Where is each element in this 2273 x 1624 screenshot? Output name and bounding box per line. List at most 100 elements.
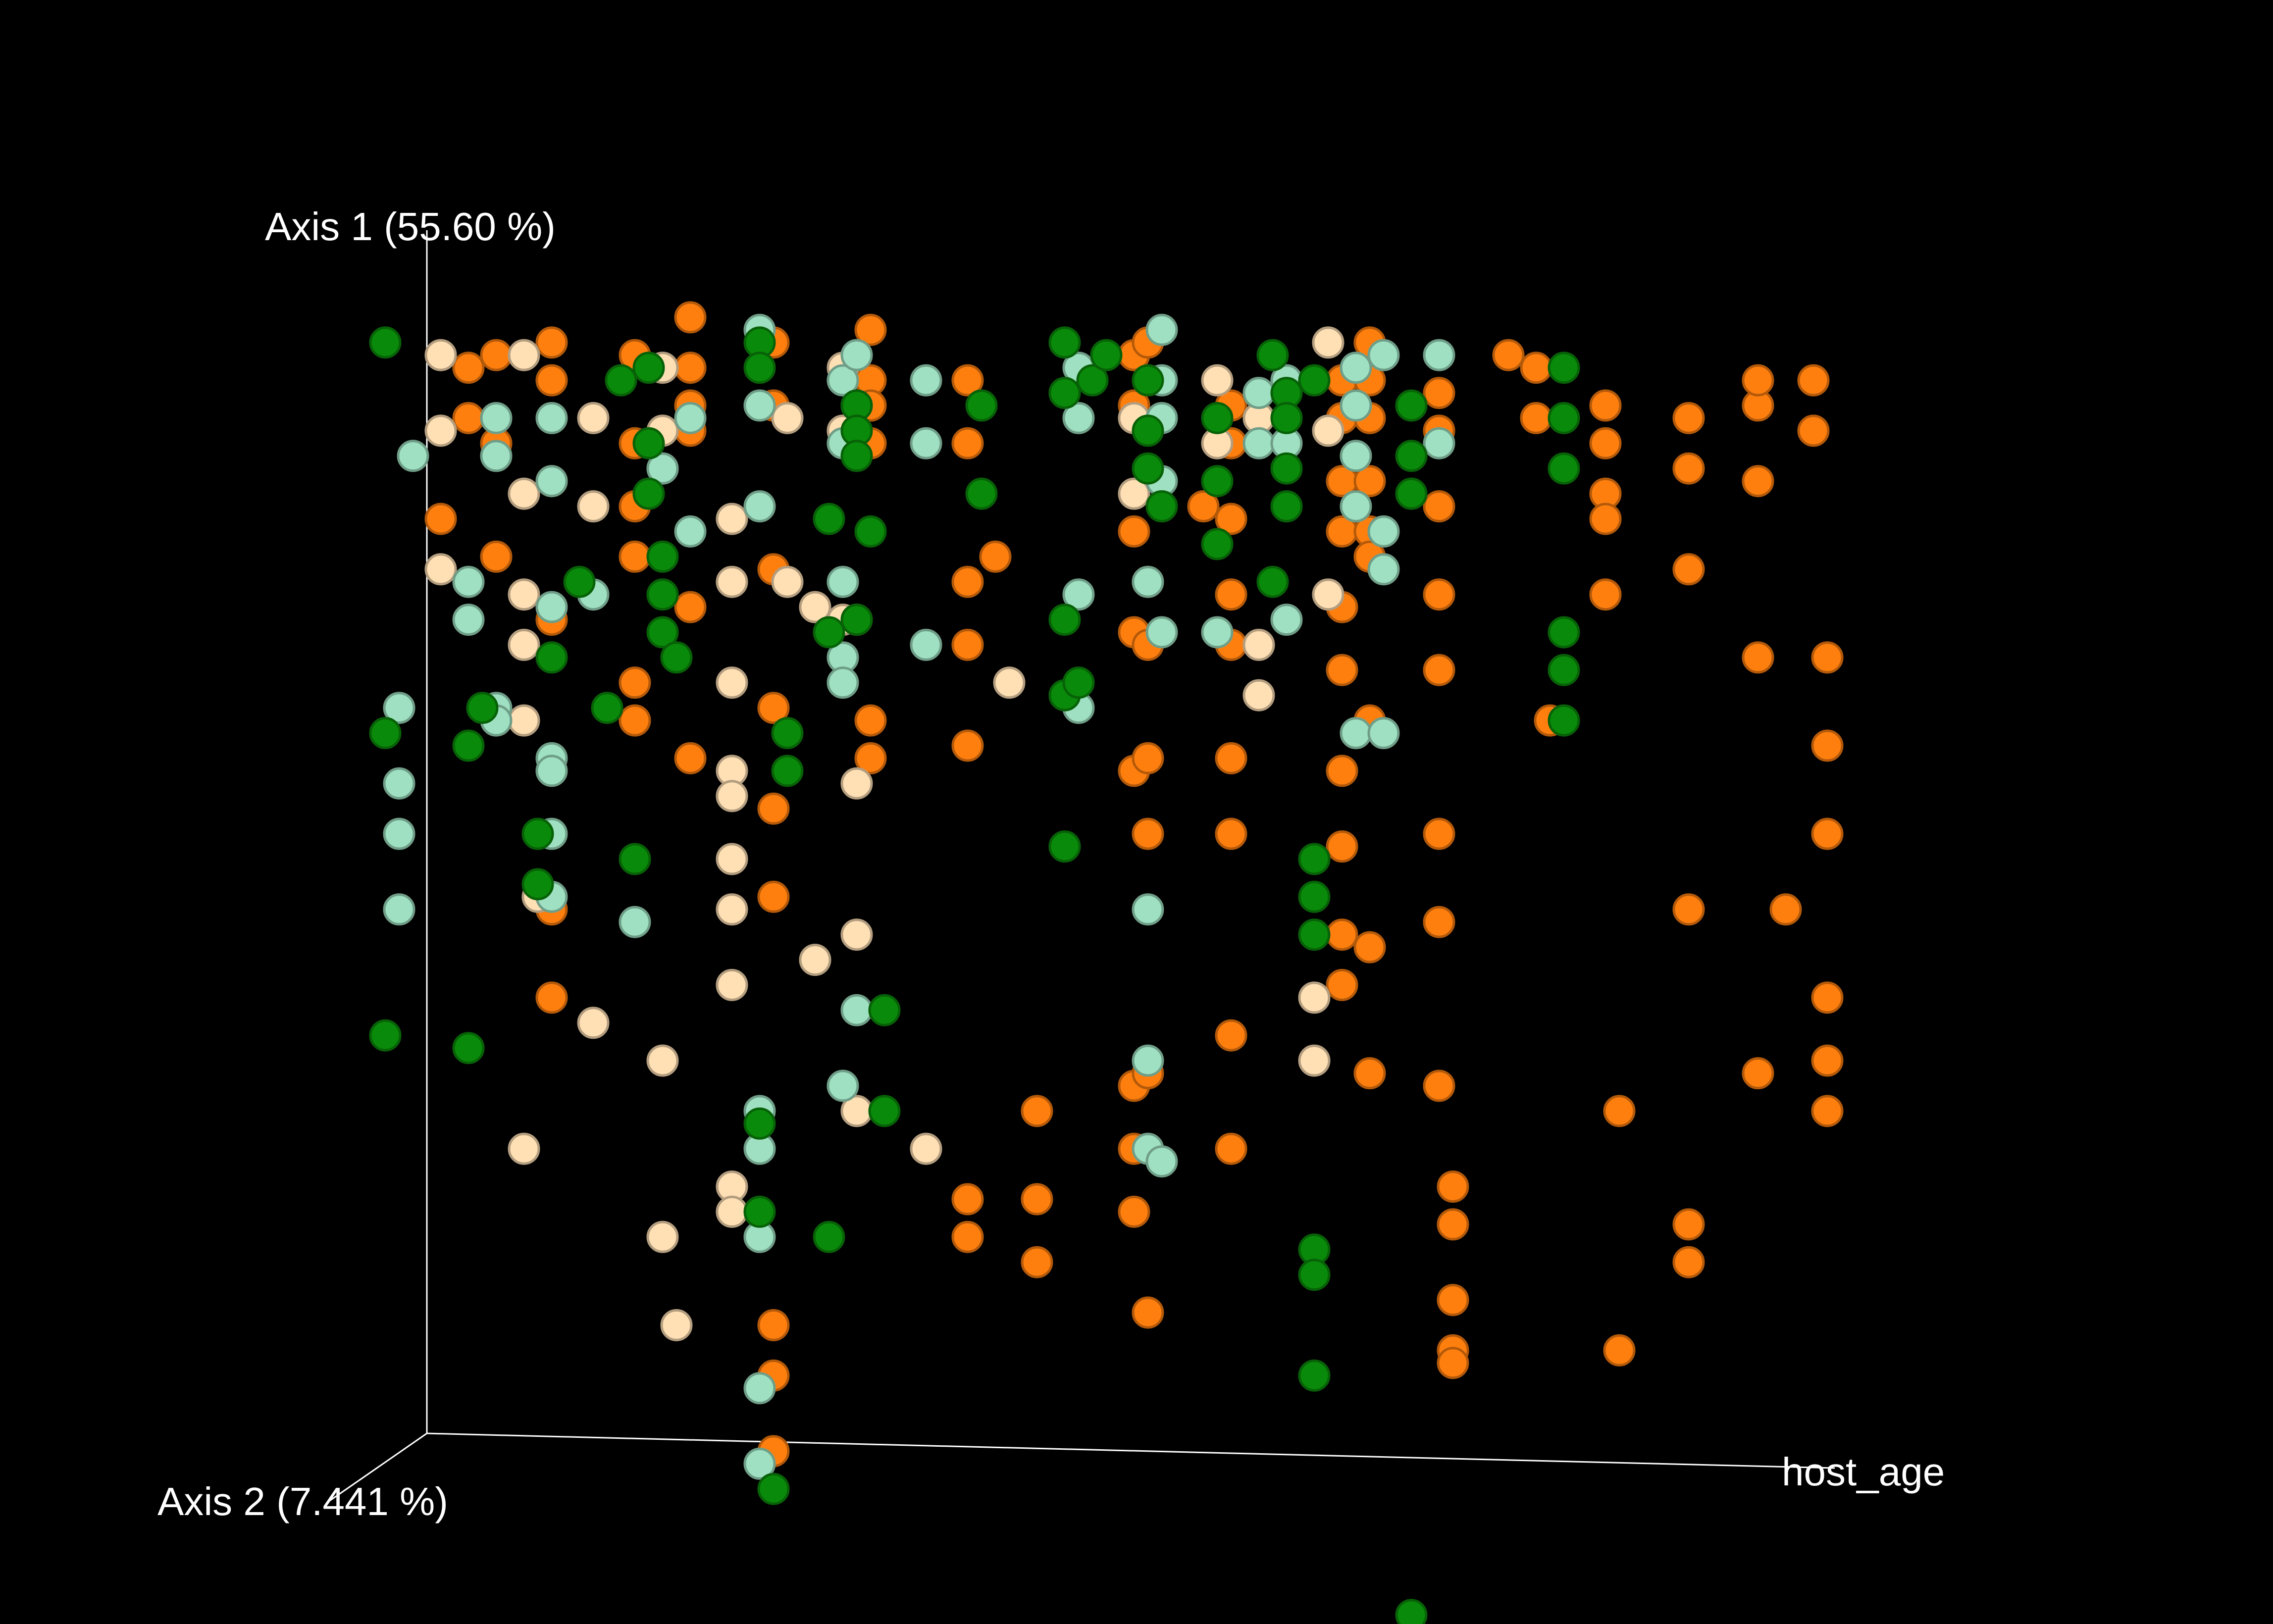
point-orange-21 (674, 301, 707, 334)
point-orange-122 (1672, 553, 1705, 586)
point-green-14 (632, 427, 665, 459)
point-green-49 (1132, 452, 1164, 485)
point-peach-38 (840, 918, 873, 951)
point-green-5 (466, 692, 499, 724)
point-peach-48 (1242, 679, 1275, 711)
point-green-50 (1145, 490, 1178, 523)
point-orange-46 (951, 1220, 984, 1253)
point-mint-5 (452, 565, 485, 598)
point-orange-39 (854, 742, 887, 774)
point-mint-38 (840, 339, 873, 371)
point-mint-6 (452, 604, 485, 636)
point-mint-59 (1242, 427, 1275, 459)
point-mint-41 (910, 427, 942, 459)
point-mint-51 (1145, 1145, 1178, 1178)
point-orange-2 (452, 352, 485, 384)
point-orange-24 (674, 742, 707, 774)
point-peach-6 (508, 628, 540, 661)
point-orange-66 (1132, 1296, 1164, 1329)
point-green-41 (1048, 604, 1081, 636)
point-green-62 (1298, 880, 1331, 913)
point-green-17 (646, 578, 679, 611)
point-orange-120 (1672, 402, 1705, 434)
point-mint-44 (1062, 402, 1095, 434)
point-green-16 (646, 540, 679, 573)
point-orange-96 (1423, 377, 1455, 409)
point-green-46 (1090, 339, 1123, 371)
axis-line-horizontal (426, 1432, 1835, 1469)
point-orange-119 (1603, 1334, 1636, 1367)
point-orange-86 (1326, 968, 1358, 1001)
point-orange-110 (1520, 352, 1552, 384)
point-orange-104 (1437, 1170, 1469, 1203)
point-peach-21 (716, 666, 748, 699)
point-peach-51 (1312, 326, 1344, 359)
point-peach-1 (424, 414, 457, 447)
point-mint-15 (535, 591, 568, 623)
point-peach-23 (716, 780, 748, 812)
point-peach-49 (1298, 1044, 1331, 1077)
point-mint-4 (383, 893, 415, 926)
point-peach-18 (660, 1309, 693, 1341)
point-orange-132 (1797, 364, 1830, 397)
point-mint-56 (1145, 616, 1178, 649)
point-orange-58 (1118, 1195, 1150, 1228)
point-green-38 (965, 477, 998, 510)
point-mint-19 (619, 906, 651, 938)
point-peach-32 (799, 944, 831, 976)
point-orange-125 (1672, 1246, 1705, 1278)
point-mint-57 (1201, 616, 1234, 649)
point-orange-73 (1215, 742, 1247, 774)
point-mint-66 (1340, 490, 1372, 523)
point-orange-74 (1215, 817, 1247, 850)
point-green-3 (452, 1032, 485, 1065)
point-mint-68 (1367, 717, 1400, 750)
point-orange-53 (1118, 515, 1150, 548)
point-orange-82 (1326, 654, 1358, 686)
point-mint-65 (1340, 440, 1372, 472)
point-green-22 (743, 1107, 776, 1140)
point-orange-29 (757, 792, 790, 825)
point-orange-98 (1423, 490, 1455, 523)
point-mint-47 (1132, 565, 1164, 598)
point-peach-40 (910, 1132, 942, 1165)
point-orange-121 (1672, 452, 1705, 485)
point-orange-43 (951, 628, 984, 661)
point-peach-50 (1298, 981, 1331, 1014)
point-green-26 (771, 755, 804, 787)
point-green-43 (1048, 830, 1081, 863)
point-peach-8 (508, 1132, 540, 1165)
point-peach-16 (646, 1044, 679, 1077)
point-green-75 (1548, 654, 1580, 686)
axis-label-x: host_age (1782, 1450, 1945, 1494)
point-orange-102 (1423, 906, 1455, 938)
point-peach-20 (716, 565, 748, 598)
point-orange-40 (951, 364, 984, 397)
point-peach-4 (508, 477, 540, 510)
point-orange-45 (951, 1183, 984, 1216)
point-green-58 (1270, 452, 1303, 485)
point-orange-139 (1811, 1095, 1844, 1127)
point-green-9 (563, 565, 596, 598)
point-orange-133 (1797, 414, 1830, 447)
point-green-11 (605, 364, 637, 397)
point-mint-35 (827, 666, 859, 699)
point-orange-129 (1742, 641, 1774, 674)
point-green-67 (1395, 389, 1428, 422)
point-orange-31 (757, 1309, 790, 1341)
point-orange-15 (619, 540, 651, 573)
point-green-39 (1048, 377, 1081, 409)
point-peach-44 (1201, 364, 1234, 397)
point-mint-73 (1423, 427, 1455, 459)
point-mint-2 (383, 817, 415, 850)
point-green-29 (813, 1220, 845, 1253)
point-green-34 (854, 515, 887, 548)
point-mint-70 (1367, 515, 1400, 548)
point-green-13 (632, 352, 665, 384)
point-green-51 (1201, 402, 1234, 434)
point-mint-36 (827, 1069, 859, 1102)
point-green-70 (1395, 1599, 1428, 1624)
point-peach-53 (1312, 578, 1344, 611)
point-peach-26 (716, 968, 748, 1001)
point-orange-23 (674, 591, 707, 623)
